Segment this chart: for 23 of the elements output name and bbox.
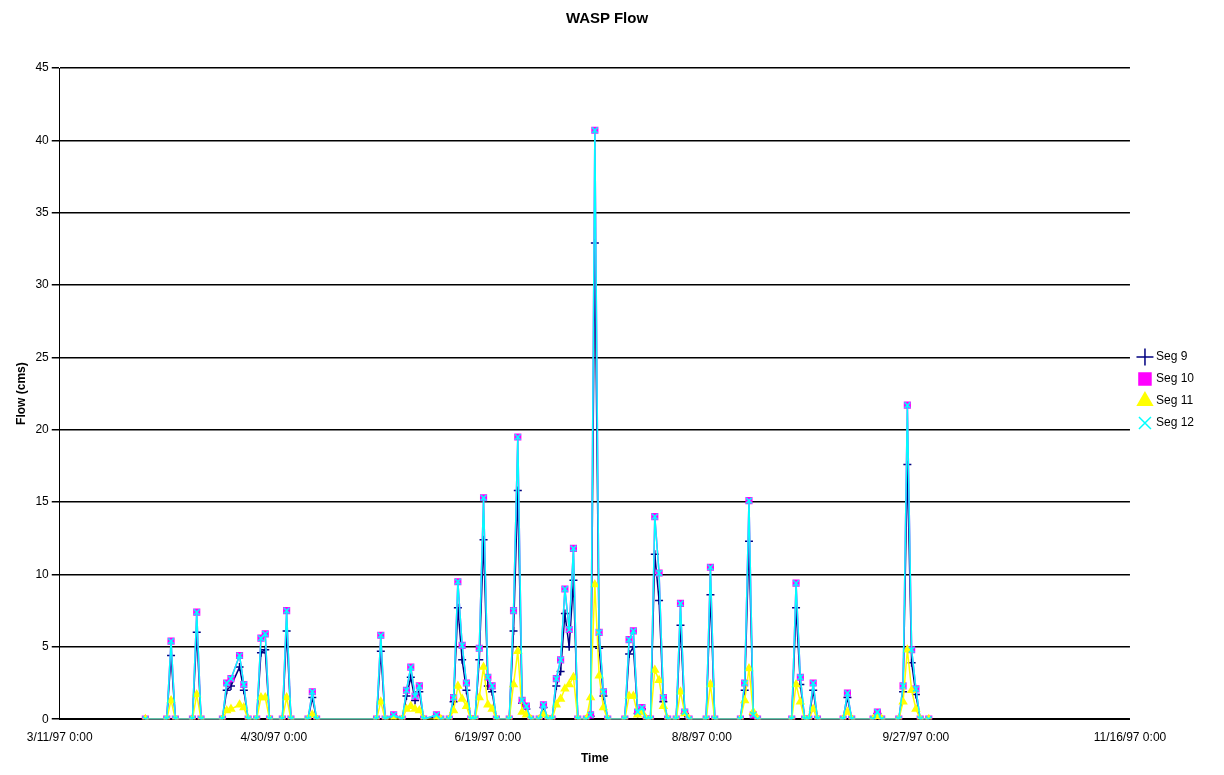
y-tick-label: 5 [42,639,50,654]
x-tick-label: 9/27/97 0:00 [882,729,950,744]
legend-label: Seg 12 [1155,415,1195,430]
y-axis-title: Flow (cms) [13,362,28,425]
y-tick-label: 15 [35,494,50,509]
x-tick-label: 11/16/97 0:00 [1093,729,1167,744]
chart-title: WASP Flow [565,9,649,27]
x-tick-label: 4/30/97 0:00 [240,729,308,744]
legend-label: Seg 10 [1155,371,1195,386]
y-tick-label: 0 [42,711,50,726]
y-tick-label: 40 [35,132,50,147]
x-tick-label: 6/19/97 0:00 [454,729,522,744]
y-tick-label: 45 [35,60,50,75]
y-tick-label: 10 [35,566,50,581]
x-axis-title: Time [580,751,610,766]
y-tick-label: 35 [35,205,50,220]
y-tick-label: 30 [35,277,50,292]
legend-label: Seg 9 [1155,349,1188,364]
x-tick-label: 3/11/97 0:00 [26,729,93,744]
y-tick-label: 25 [35,349,50,364]
legend-label: Seg 11 [1155,393,1194,408]
x-tick-label: 8/8/97 0:00 [671,729,733,744]
y-tick-label: 20 [35,422,50,437]
